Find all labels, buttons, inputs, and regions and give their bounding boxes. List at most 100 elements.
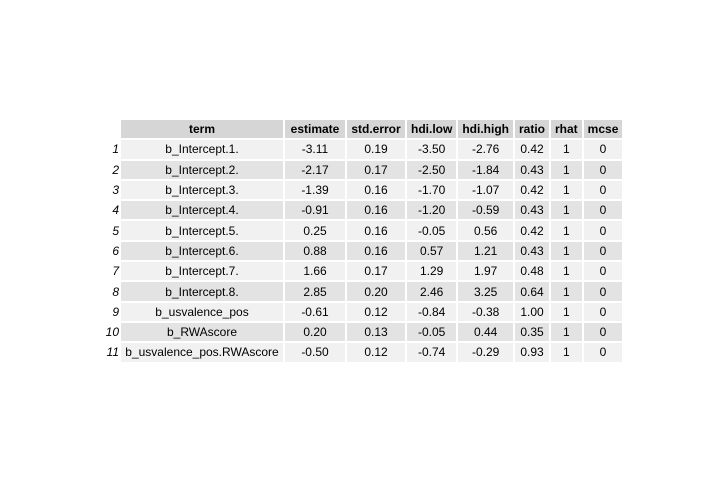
row-index: 7: [112, 264, 119, 279]
cell-estimate: 0.88: [285, 241, 345, 261]
cell-hdi-low: -1.20: [407, 201, 457, 220]
cell-term: b_Intercept.6.: [121, 241, 283, 261]
cell-hdi-low: -1.70: [407, 180, 457, 200]
cell-hdi-high: -0.38: [458, 302, 513, 321]
column-header-std-error: std.error: [347, 120, 405, 139]
cell-term: b_Intercept.3.: [121, 180, 283, 200]
cell-mcse: 0: [583, 160, 623, 179]
table-row: 11 b_usvalence_pos.RWAscore -0.50 0.12 -0.74…: [99, 343, 623, 362]
cell-rhat: 1: [551, 302, 582, 321]
cell-term: b_Intercept.2.: [121, 160, 283, 179]
cell-ratio: 0.35: [514, 322, 549, 342]
cell-mcse: 0: [583, 343, 623, 362]
header-corner: [99, 120, 119, 138]
table-row: 2 b_Intercept.2. -2.17 0.17 -2.50 -1.84 0.43 1 0: [99, 160, 623, 179]
cell-std-error: 0.16: [347, 180, 405, 200]
cell-ratio: 0.64: [514, 282, 549, 301]
cell-hdi-low: -0.84: [407, 302, 457, 321]
results-table-container: term estimate std.error hdi.low hdi.high rati…: [97, 118, 624, 364]
cell-ratio: 0.42: [514, 180, 549, 200]
cell-hdi-low: 1.29: [407, 262, 457, 281]
cell-term: b_Intercept.5.: [121, 221, 283, 240]
cell-hdi-high: 3.25: [458, 282, 513, 301]
cell-rhat: 1: [551, 201, 582, 220]
cell-mcse: 0: [583, 180, 623, 200]
cell-hdi-high: -0.29: [458, 343, 513, 362]
table-row: 9 b_usvalence_pos -0.61 0.12 -0.84 -0.38 1.00 1…: [99, 302, 623, 321]
row-index: 5: [112, 223, 119, 238]
cell-estimate: -0.50: [285, 343, 345, 362]
cell-rhat: 1: [551, 343, 582, 362]
cell-hdi-low: -0.05: [407, 322, 457, 342]
cell-mcse: 0: [583, 201, 623, 220]
cell-std-error: 0.19: [347, 140, 405, 159]
cell-hdi-high: 1.21: [458, 241, 513, 261]
cell-term: b_usvalence_pos.RWAscore: [121, 343, 283, 362]
column-header-rhat: rhat: [551, 120, 582, 139]
cell-std-error: 0.13: [347, 322, 405, 342]
cell-rhat: 1: [551, 160, 582, 179]
cell-mcse: 0: [583, 322, 623, 342]
cell-hdi-high: 1.97: [458, 262, 513, 281]
cell-hdi-low: -2.50: [407, 160, 457, 179]
column-header-hdi-high: hdi.high: [458, 120, 513, 139]
row-index: 9: [112, 304, 119, 319]
cell-hdi-high: 0.44: [458, 322, 513, 342]
row-index: 3: [112, 183, 119, 198]
cell-ratio: 0.43: [514, 201, 549, 220]
column-header-estimate: estimate: [285, 120, 345, 139]
table-row: 7 b_Intercept.7. 1.66 0.17 1.29 1.97 0.48 1 0: [99, 262, 623, 281]
cell-std-error: 0.17: [347, 262, 405, 281]
cell-mcse: 0: [583, 221, 623, 240]
table-row: 8 b_Intercept.8. 2.85 0.20 2.46 3.25 0.64 1 0: [99, 282, 623, 301]
cell-std-error: 0.16: [347, 221, 405, 240]
cell-ratio: 0.42: [514, 140, 549, 159]
cell-std-error: 0.17: [347, 160, 405, 179]
cell-rhat: 1: [551, 241, 582, 261]
cell-std-error: 0.12: [347, 343, 405, 362]
cell-ratio: 0.42: [514, 221, 549, 240]
cell-ratio: 0.43: [514, 241, 549, 261]
row-index: 4: [112, 203, 119, 218]
cell-hdi-low: 0.57: [407, 241, 457, 261]
cell-term: b_RWAscore: [121, 322, 283, 342]
cell-estimate: -3.11: [285, 140, 345, 159]
row-index: 10: [105, 325, 119, 340]
cell-term: b_Intercept.4.: [121, 201, 283, 220]
cell-estimate: -0.61: [285, 302, 345, 321]
cell-hdi-low: -0.05: [407, 221, 457, 240]
cell-mcse: 0: [583, 302, 623, 321]
column-header-ratio: ratio: [514, 120, 549, 139]
column-header-term: term: [121, 120, 283, 139]
cell-estimate: -1.39: [285, 180, 345, 200]
table-row: 3 b_Intercept.3. -1.39 0.16 -1.70 -1.07 0.42 1 0: [99, 180, 623, 200]
cell-hdi-high: -1.07: [458, 180, 513, 200]
cell-hdi-high: -2.76: [458, 140, 513, 159]
cell-estimate: 2.85: [285, 282, 345, 301]
cell-hdi-high: -0.59: [458, 201, 513, 220]
cell-std-error: 0.20: [347, 282, 405, 301]
cell-rhat: 1: [551, 282, 582, 301]
row-index: 8: [112, 284, 119, 299]
cell-hdi-high: -1.84: [458, 160, 513, 179]
column-header-mcse: mcse: [583, 120, 623, 139]
cell-estimate: 0.25: [285, 221, 345, 240]
results-table: term estimate std.error hdi.low hdi.high rati…: [97, 118, 624, 364]
cell-ratio: 0.43: [514, 160, 549, 179]
cell-rhat: 1: [551, 221, 582, 240]
cell-mcse: 0: [583, 241, 623, 261]
cell-term: b_usvalence_pos: [121, 302, 283, 321]
row-index: 6: [112, 243, 119, 258]
table-row: 1 b_Intercept.1. -3.11 0.19 -3.50 -2.76 0.42 1 0: [99, 140, 623, 159]
table-header-row: term estimate std.error hdi.low hdi.high rati…: [99, 120, 623, 139]
cell-rhat: 1: [551, 140, 582, 159]
cell-std-error: 0.16: [347, 201, 405, 220]
row-index: 1: [112, 142, 119, 157]
cell-mcse: 0: [583, 262, 623, 281]
table-body: 1 b_Intercept.1. -3.11 0.19 -3.50 -2.76 0.42 1 0…: [99, 140, 623, 362]
cell-rhat: 1: [551, 322, 582, 342]
table-row: 4 b_Intercept.4. -0.91 0.16 -1.20 -0.59 0.43 1 0: [99, 201, 623, 220]
cell-hdi-low: 2.46: [407, 282, 457, 301]
cell-std-error: 0.12: [347, 302, 405, 321]
column-header-hdi-low: hdi.low: [407, 120, 457, 139]
